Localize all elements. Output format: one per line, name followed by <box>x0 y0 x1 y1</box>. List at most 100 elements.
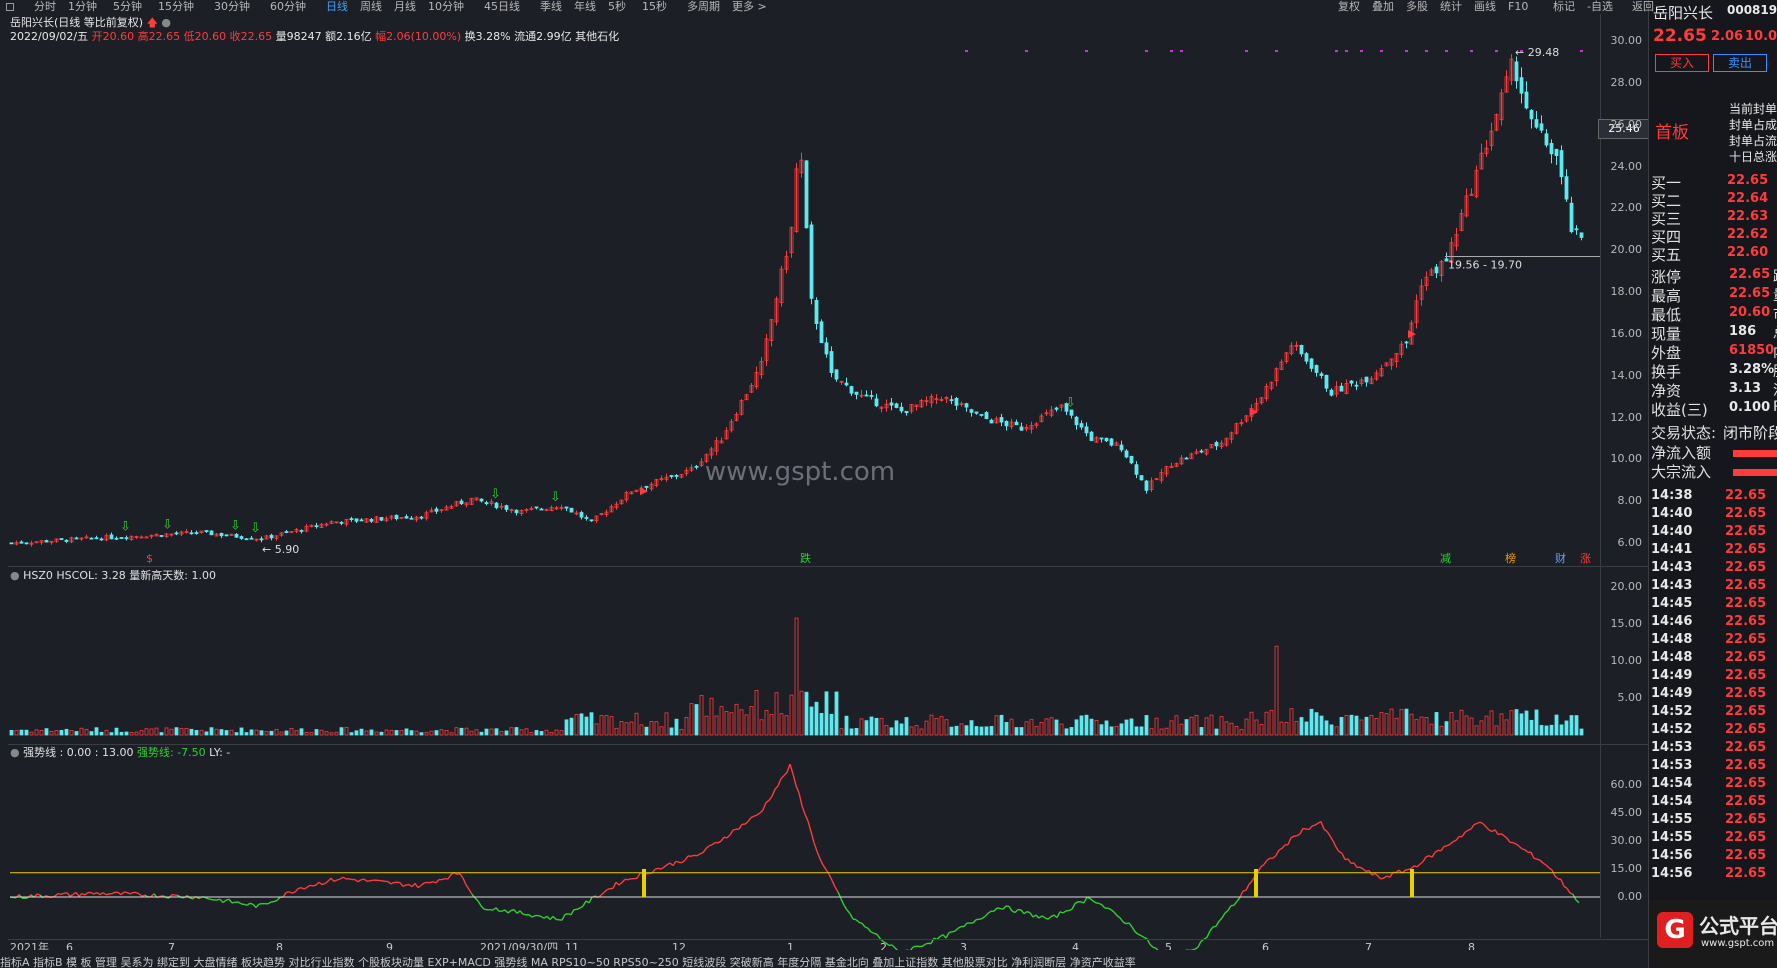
y-tick-label: 15.00 <box>1610 862 1643 875</box>
osc-segment <box>612 881 617 889</box>
osc-segment <box>102 892 107 896</box>
volume-bar <box>1394 717 1399 736</box>
y-tick-label: 60.00 <box>1610 778 1643 791</box>
tool-button[interactable]: -自选 <box>1587 0 1613 13</box>
candle <box>359 519 364 522</box>
settings-circle-icon[interactable]: ● <box>161 16 172 29</box>
candle <box>1159 472 1164 481</box>
max-price-label: ← 29.48 <box>1515 46 1559 59</box>
osc-segment <box>309 884 314 887</box>
osc-segment <box>681 859 686 864</box>
stat-label: 净资 <box>1651 382 1682 400</box>
osc-segment <box>1263 859 1268 865</box>
osc-segment <box>1092 900 1097 904</box>
osc-segment <box>1245 884 1250 891</box>
chart-canvas[interactable]: 19.56 - 19.70 ← 29.48 ← 5.90 www.gspt.com ⇩ ⇩… <box>0 0 1600 950</box>
period-tab[interactable]: 30分钟 <box>214 0 250 13</box>
osc-segment <box>675 860 680 864</box>
candle <box>1174 463 1179 467</box>
period-tab[interactable]: 5秒 <box>608 0 626 13</box>
candle <box>689 467 694 471</box>
settings-circle-icon[interactable]: ● <box>10 569 20 582</box>
period-tab[interactable]: 5分钟 <box>113 0 142 13</box>
volume-bar <box>1524 710 1529 736</box>
tool-button[interactable]: 标记 <box>1553 0 1575 13</box>
candle <box>939 399 944 401</box>
candle <box>879 406 884 409</box>
volume-bar <box>639 724 644 736</box>
period-tab[interactable]: 更多 > <box>732 0 767 13</box>
candle <box>819 321 824 344</box>
osc-segment <box>1209 926 1214 932</box>
tool-button[interactable]: 返回 <box>1632 0 1654 13</box>
sell-button[interactable]: 卖出 <box>1713 54 1768 72</box>
candle <box>1339 385 1344 392</box>
candle <box>1334 386 1339 395</box>
volume-bar <box>254 729 259 736</box>
seal-note: 封单占流 <box>1729 134 1777 148</box>
period-tab[interactable]: 60分钟 <box>270 0 306 13</box>
candle <box>119 537 124 539</box>
tick-time: 14:56 <box>1651 848 1693 863</box>
tool-button[interactable]: 多股 <box>1406 0 1428 13</box>
candle <box>1169 465 1174 469</box>
candle <box>539 508 544 511</box>
period-tab[interactable]: 15分钟 <box>158 0 194 13</box>
buy-button[interactable]: 买入 <box>1655 54 1710 72</box>
volume-bar <box>1459 709 1464 736</box>
period-tab[interactable]: 月线 <box>394 0 416 13</box>
candle <box>139 536 144 539</box>
candle <box>134 536 139 538</box>
settings-circle-icon[interactable]: ● <box>10 746 20 759</box>
osc-segment <box>1344 858 1349 861</box>
tool-button[interactable]: 叠加 <box>1372 0 1394 13</box>
osc-segment <box>1032 914 1037 918</box>
period-tab[interactable]: 分时 <box>34 0 56 13</box>
signal-dot <box>965 50 968 52</box>
osc-segment <box>141 894 146 897</box>
osc-segment <box>957 925 962 929</box>
osc-segment <box>501 909 506 912</box>
osc-segment <box>1290 835 1295 839</box>
candle <box>1244 415 1249 422</box>
volume-bar <box>1474 725 1479 736</box>
osc-segment <box>1542 862 1547 866</box>
osc-segment <box>774 785 779 790</box>
osc-segment <box>984 912 989 917</box>
candle <box>1554 148 1559 156</box>
indicator-tab-bar[interactable]: 指标A 指标B 模 板 管理 吴系为 绑定到 大盘情绪 板块趋势 对比行业指数 … <box>0 957 1136 968</box>
period-tab[interactable]: 10分钟 <box>428 0 464 13</box>
volume-bar <box>1029 719 1034 736</box>
volume-bar <box>79 727 84 736</box>
volume-bar <box>244 732 249 736</box>
period-tab[interactable]: 年线 <box>574 0 596 13</box>
stat-value: 0.100 <box>1729 400 1771 415</box>
event-marker: 财 <box>1555 551 1566 565</box>
stat-extra: 量 <box>1773 285 1777 305</box>
tool-button[interactable]: F10 <box>1508 0 1529 13</box>
price-tag: 25.46 <box>1598 119 1650 139</box>
volume-bar <box>914 725 919 736</box>
candle <box>1394 352 1399 363</box>
volume-bar <box>304 731 309 736</box>
period-tab[interactable]: 45日线 <box>484 0 520 13</box>
tool-button[interactable]: 复权 <box>1338 0 1360 13</box>
period-tab[interactable]: 日线 <box>326 0 348 13</box>
volume-bar <box>89 731 94 736</box>
stat-extra: P <box>1773 399 1777 415</box>
volume-bar <box>879 717 884 736</box>
period-tab[interactable]: 周线 <box>360 0 382 13</box>
volume-bar <box>1329 724 1334 736</box>
tool-button[interactable]: 画线 <box>1474 0 1496 13</box>
period-tab[interactable]: 1分钟 <box>68 0 97 13</box>
period-tab[interactable]: 季线 <box>540 0 562 13</box>
period-tab[interactable]: 15秒 <box>642 0 667 13</box>
osc-segment <box>1242 889 1247 892</box>
period-tab[interactable]: 多周期 <box>687 0 720 13</box>
candle <box>594 515 599 522</box>
volume-bar <box>889 727 894 736</box>
tool-button[interactable]: 统计 <box>1440 0 1462 13</box>
window-icon[interactable] <box>6 3 14 11</box>
volume-bar <box>179 728 184 736</box>
stat-label: 现量 <box>1651 325 1682 343</box>
